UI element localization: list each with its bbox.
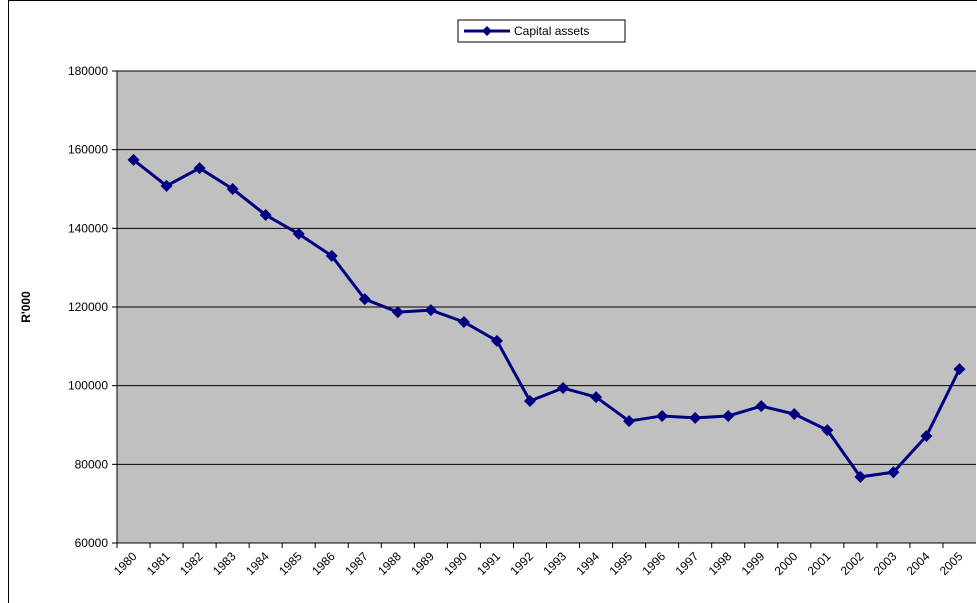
data-point	[457, 315, 470, 328]
data-point	[490, 334, 503, 347]
data-point	[127, 153, 140, 166]
data-point	[557, 382, 570, 395]
y-tick-label: 80000	[75, 457, 109, 471]
y-tick-label: 100000	[68, 379, 108, 393]
data-point	[391, 306, 404, 319]
y-tick-label: 140000	[68, 221, 108, 235]
data-point	[722, 409, 735, 422]
data-point	[292, 227, 305, 240]
y-tick-label: 120000	[68, 300, 108, 314]
data-point	[755, 400, 768, 413]
data-point	[920, 430, 933, 443]
legend: Capital assets	[457, 19, 626, 43]
data-point	[358, 293, 371, 306]
data-point	[656, 409, 669, 422]
data-point	[193, 162, 206, 175]
legend-marker	[482, 26, 492, 36]
y-tick-label: 180000	[68, 64, 108, 78]
data-point	[325, 249, 338, 262]
data-point	[689, 411, 702, 424]
data-point	[854, 470, 867, 483]
y-axis-label: R'000	[19, 291, 33, 323]
data-point	[590, 391, 603, 404]
legend-box	[457, 19, 626, 43]
data-point	[953, 363, 966, 376]
data-point	[160, 179, 173, 192]
y-tick-label: 60000	[75, 536, 109, 550]
data-point	[424, 304, 437, 317]
data-line	[132, 158, 961, 479]
data-point	[788, 407, 801, 420]
data-point	[523, 395, 536, 408]
data-point	[887, 466, 900, 479]
data-point	[259, 208, 272, 221]
y-tick-label: 160000	[68, 143, 108, 157]
data-point	[623, 415, 636, 428]
data-point	[226, 183, 239, 195]
data-point	[821, 424, 834, 437]
legend-label: Capital assets	[514, 24, 589, 38]
